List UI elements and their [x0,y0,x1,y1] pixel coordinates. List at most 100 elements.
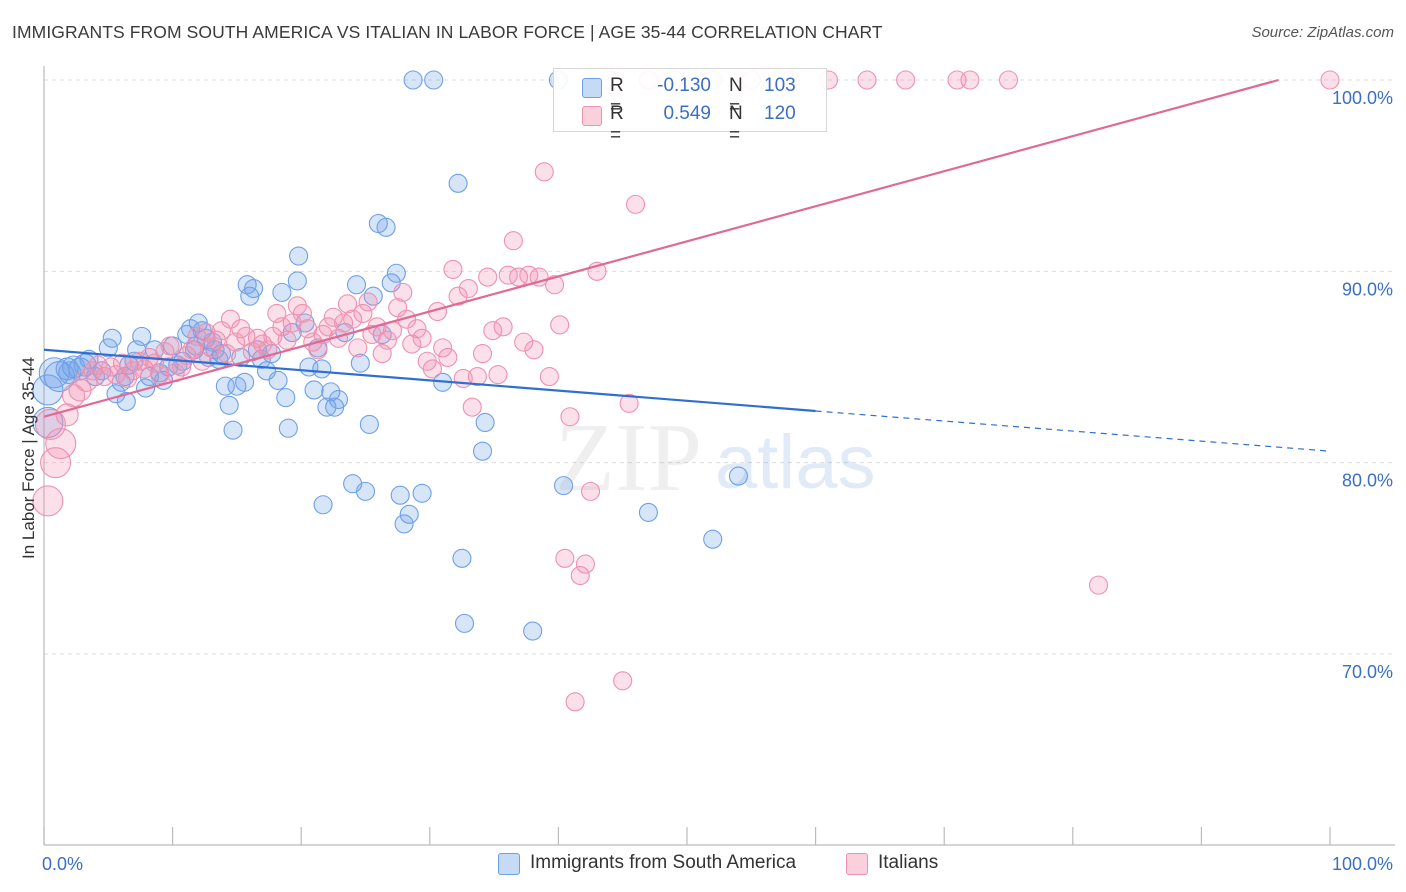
point-immigrants [276,388,296,408]
point-italians [253,334,273,354]
point-italians [34,408,66,440]
point-italians [348,338,368,358]
point-immigrants [219,395,239,415]
watermark-zip: ZIP [555,404,702,512]
point-immigrants [728,466,748,486]
x-tick-label-max: 100.0% [1332,854,1393,874]
point-italians [150,365,170,385]
point-italians [488,365,508,385]
point-italians [323,307,343,327]
axes [43,66,1395,846]
point-italians [443,259,463,279]
point-italians [32,485,64,517]
point-immigrants [390,485,410,505]
point-immigrants [223,420,243,440]
point-immigrants [304,380,324,400]
point-italians [112,353,132,373]
point-immigrants [289,246,309,266]
point-immigrants [132,326,152,346]
legend-n-value: 120 [764,103,796,124]
point-immigrants [448,173,468,193]
trend-line-immigrants-extension [815,410,1331,452]
point-immigrants [346,275,367,295]
trend-line-immigrants [43,348,816,413]
y-tick-label: 90.0% [1342,279,1393,299]
legend-swatch-immigrants [582,78,602,98]
point-italians [172,357,192,377]
legend-r-label: R = [610,103,624,146]
point-immigrants [272,282,292,302]
point-italians [534,162,554,182]
point-italians [292,303,313,323]
bottom-legend-label-immigrants: Immigrants from South America [530,852,797,873]
watermark-atlas: atlas [715,420,876,505]
bottom-legend-label-italians: Italians [878,852,939,873]
point-immigrants [312,359,332,379]
point-immigrants [403,70,423,90]
point-immigrants [355,481,376,501]
chart-title: IMMIGRANTS FROM SOUTH AMERICA VS ITALIAN… [12,22,883,42]
point-italians [74,368,98,392]
point-immigrants [376,217,396,237]
legend-n-label: N = [729,103,743,146]
watermark: ZIP atlas [555,404,876,512]
point-italians [277,330,297,350]
point-italians [1088,575,1109,595]
point-italians [570,566,590,586]
x-tick-label-min: 0.0% [42,854,83,874]
point-immigrants [386,263,406,283]
point-italians [524,340,544,360]
point-immigrants [638,502,658,522]
point-italians [220,309,241,329]
point-italians [478,267,498,287]
point-immigrants [317,397,337,417]
point-immigrants [116,391,136,411]
point-italians [896,70,916,90]
point-italians [550,315,570,335]
point-italians [472,344,493,364]
bottom-legend-swatch-immigrants [498,853,520,875]
point-italians [462,397,482,417]
point-immigrants [79,349,99,369]
point-italians [544,275,565,295]
point-immigrants [278,418,298,438]
point-immigrants [287,271,307,291]
point-immigrants [235,372,255,392]
point-italians [402,334,422,354]
point-italians [467,367,487,387]
y-tick-label: 100.0% [1332,88,1393,108]
tick-labels: 70.0% 80.0% 90.0% 100.0% 0.0% 100.0% [42,88,1393,874]
point-italians [433,338,453,358]
point-immigrants [412,483,432,503]
point-italians [560,407,580,427]
point-italians [448,286,468,306]
bottom-legend-swatch-italians [846,853,868,875]
point-italians [555,548,575,568]
point-italians [857,70,877,90]
point-immigrants [215,376,235,396]
legend-r-label: R = [610,75,624,118]
point-immigrants [102,328,122,348]
point-italians [422,359,442,379]
point-immigrants [244,279,264,299]
point-italians [960,70,980,90]
point-italians [626,194,646,214]
point-italians [438,347,458,367]
y-tick-label: 80.0% [1342,471,1393,491]
point-italians [308,340,328,360]
point-immigrants [475,412,495,433]
point-immigrants [98,338,118,358]
trend-lines [43,78,1331,452]
legend-n-label: N = [729,75,743,118]
point-italians [575,554,595,574]
source-note: Source: ZipAtlas.com [1251,24,1394,41]
point-immigrants [523,621,543,641]
legend-r-value: -0.130 [657,75,711,96]
point-italians [412,328,432,348]
point-italians [580,481,601,501]
point-immigrants [394,514,414,534]
point-italians [503,231,523,251]
point-italians [353,303,373,323]
gridlines [44,79,1395,655]
